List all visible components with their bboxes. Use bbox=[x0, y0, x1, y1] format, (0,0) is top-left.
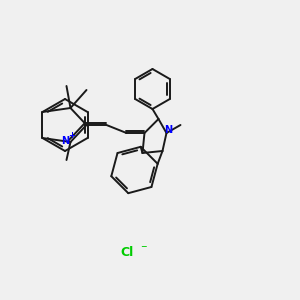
Text: N: N bbox=[61, 136, 70, 146]
Text: N: N bbox=[164, 125, 172, 135]
Text: Cl: Cl bbox=[120, 245, 133, 259]
Text: +: + bbox=[68, 130, 75, 140]
Text: ⁻: ⁻ bbox=[140, 244, 147, 256]
